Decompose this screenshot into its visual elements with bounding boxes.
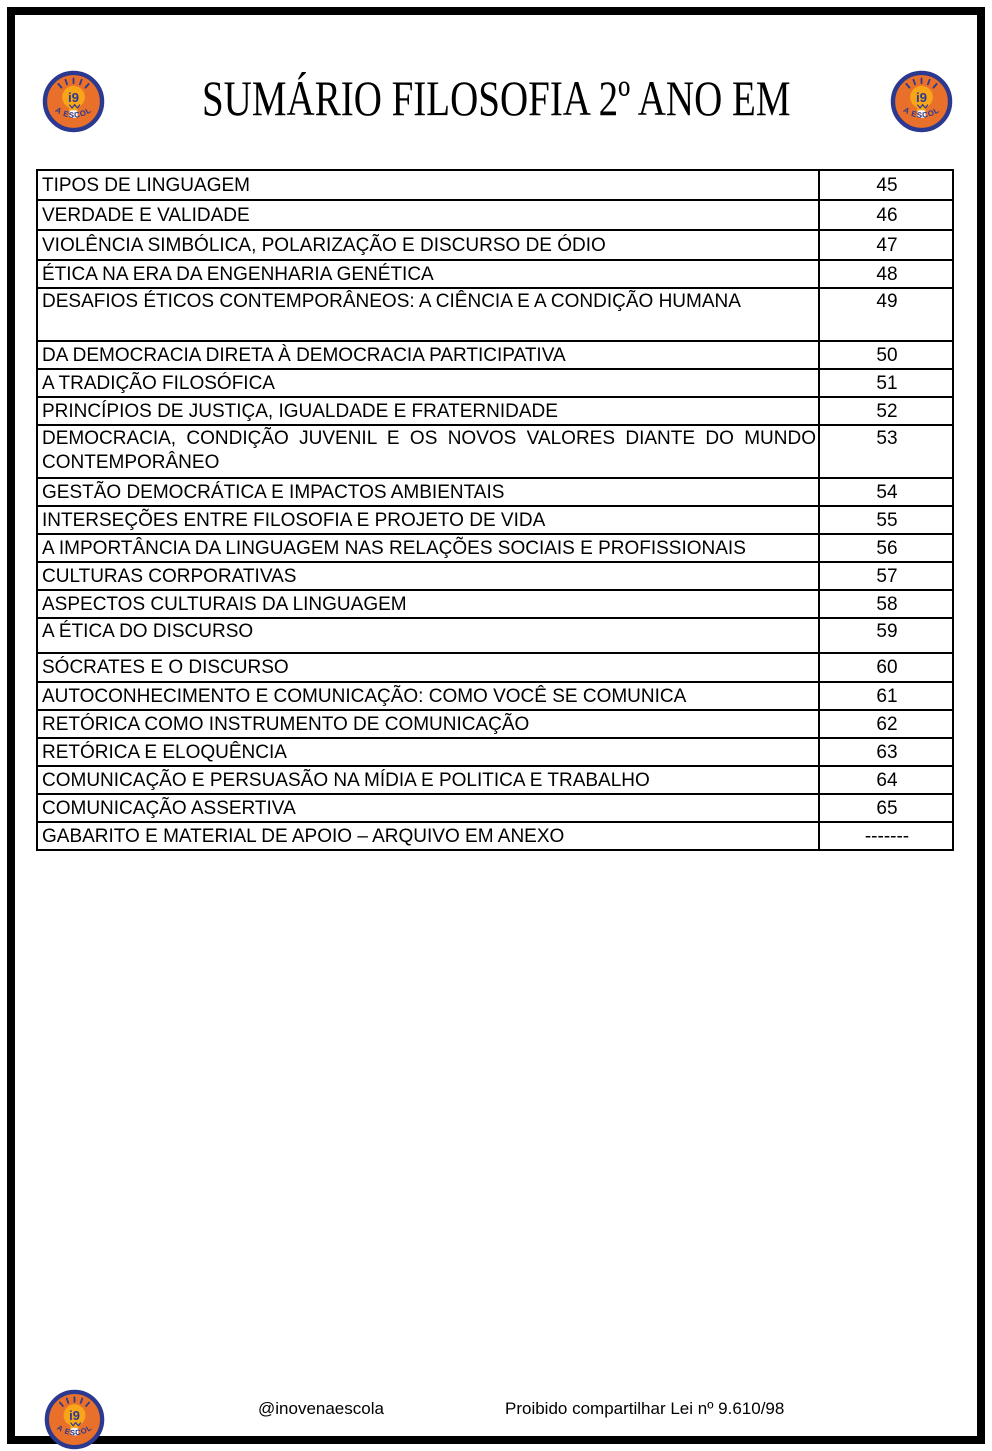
i9-lightbulb-logo-icon	[44, 1389, 105, 1450]
toc-table-row: INTERSEÇÕES ENTRE FILOSOFIA E PROJETO DE…	[36, 505, 954, 535]
page-number-cell: 58	[818, 589, 954, 619]
topic-cell: DA DEMOCRACIA DIRETA À DEMOCRACIA PARTIC…	[36, 340, 820, 370]
toc-table-row: CULTURAS CORPORATIVAS 57	[36, 561, 954, 591]
toc-table-row: RETÓRICA COMO INSTRUMENTO DE COMUNICAÇÃO…	[36, 709, 954, 739]
page-number-cell: 51	[818, 368, 954, 398]
topic-cell: A TRADIÇÃO FILOSÓFICA	[36, 368, 820, 398]
page-number-cell: 50	[818, 340, 954, 370]
topic-cell: COMUNICAÇÃO E PERSUASÃO NA MÍDIA E POLIT…	[36, 765, 820, 795]
page-number-cell: 63	[818, 737, 954, 767]
toc-table-row: ÉTICA NA ERA DA ENGENHARIA GENÉTICA 48	[36, 259, 954, 289]
toc-table: TIPOS DE LINGUAGEM 45 VERDADE E VALIDADE…	[36, 169, 954, 851]
i9-lightbulb-logo-icon	[42, 70, 105, 133]
page-number-cell: 65	[818, 793, 954, 823]
topic-cell: DESAFIOS ÉTICOS CONTEMPORÂNEOS: A CIÊNCI…	[36, 287, 820, 342]
toc-table-row: SÓCRATES E O DISCURSO 60	[36, 652, 954, 683]
page-number-cell: 57	[818, 561, 954, 591]
page-number-cell: 47	[818, 229, 954, 261]
topic-cell: PRINCÍPIOS DE JUSTIÇA, IGUALDADE E FRATE…	[36, 396, 820, 426]
topic-cell: DEMOCRACIA, CONDIÇÃO JUVENIL E OS NOVOS …	[36, 424, 820, 479]
topic-cell: A IMPORTÂNCIA DA LINGUAGEM NAS RELAÇÕES …	[36, 533, 820, 563]
toc-table-row: VIOLÊNCIA SIMBÓLICA, POLARIZAÇÃO E DISCU…	[36, 229, 954, 261]
topic-cell: COMUNICAÇÃO ASSERTIVA	[36, 793, 820, 823]
topic-cell: GABARITO E MATERIAL DE APOIO – ARQUIVO E…	[36, 821, 820, 851]
toc-table-row: ASPECTOS CULTURAIS DA LINGUAGEM 58	[36, 589, 954, 619]
topic-cell: CULTURAS CORPORATIVAS	[36, 561, 820, 591]
toc-table-body: TIPOS DE LINGUAGEM 45 VERDADE E VALIDADE…	[36, 169, 954, 851]
social-handle: @inovenaescola	[258, 1399, 384, 1418]
toc-table-row: DEMOCRACIA, CONDIÇÃO JUVENIL E OS NOVOS …	[36, 424, 954, 479]
page-title: SUMÁRIO FILOSOFIA 2º ANO EM	[100, 72, 892, 125]
toc-table-row: AUTOCONHECIMENTO E COMUNICAÇÃO: COMO VOC…	[36, 681, 954, 711]
page-title-text: SUMÁRIO FILOSOFIA 2º ANO EM	[201, 70, 791, 126]
topic-cell: VERDADE E VALIDADE	[36, 199, 820, 231]
toc-table-row: PRINCÍPIOS DE JUSTIÇA, IGUALDADE E FRATE…	[36, 396, 954, 426]
i9-lightbulb-logo-icon	[890, 70, 953, 133]
toc-table-row: DESAFIOS ÉTICOS CONTEMPORÂNEOS: A CIÊNCI…	[36, 287, 954, 342]
page-number-cell: 46	[818, 199, 954, 231]
topic-cell: A ÉTICA DO DISCURSO	[36, 617, 820, 654]
toc-table-row: A TRADIÇÃO FILOSÓFICA 51	[36, 368, 954, 398]
i9-escola-logo-left	[42, 70, 105, 133]
page-number-cell: 64	[818, 765, 954, 795]
page-number-cell: 60	[818, 652, 954, 683]
page-number-cell: 45	[818, 169, 954, 201]
toc-table-row: COMUNICAÇÃO ASSERTIVA 65	[36, 793, 954, 823]
toc-table-row: GESTÃO DEMOCRÁTICA E IMPACTOS AMBIENTAIS…	[36, 477, 954, 507]
topic-cell: ÉTICA NA ERA DA ENGENHARIA GENÉTICA	[36, 259, 820, 289]
topic-cell: AUTOCONHECIMENTO E COMUNICAÇÃO: COMO VOC…	[36, 681, 820, 711]
topic-cell: RETÓRICA COMO INSTRUMENTO DE COMUNICAÇÃO	[36, 709, 820, 739]
page-number-cell: 49	[818, 287, 954, 342]
toc-table-row: DA DEMOCRACIA DIRETA À DEMOCRACIA PARTIC…	[36, 340, 954, 370]
page-number-cell: -------	[818, 821, 954, 851]
topic-cell: RETÓRICA E ELOQUÊNCIA	[36, 737, 820, 767]
page-number-cell: 62	[818, 709, 954, 739]
page-number-cell: 48	[818, 259, 954, 289]
toc-table-row: A ÉTICA DO DISCURSO 59	[36, 617, 954, 654]
page-border-frame	[7, 7, 985, 1444]
topic-cell: VIOLÊNCIA SIMBÓLICA, POLARIZAÇÃO E DISCU…	[36, 229, 820, 261]
i9-escola-logo-right	[890, 70, 953, 133]
topic-cell: SÓCRATES E O DISCURSO	[36, 652, 820, 683]
toc-table-row: A IMPORTÂNCIA DA LINGUAGEM NAS RELAÇÕES …	[36, 533, 954, 563]
toc-table-row: RETÓRICA E ELOQUÊNCIA 63	[36, 737, 954, 767]
page-number-cell: 53	[818, 424, 954, 479]
page-number-cell: 56	[818, 533, 954, 563]
topic-cell: GESTÃO DEMOCRÁTICA E IMPACTOS AMBIENTAIS	[36, 477, 820, 507]
toc-table-row: COMUNICAÇÃO E PERSUASÃO NA MÍDIA E POLIT…	[36, 765, 954, 795]
i9-escola-logo-footer	[44, 1389, 105, 1450]
topic-cell: ASPECTOS CULTURAIS DA LINGUAGEM	[36, 589, 820, 619]
toc-table-row: TIPOS DE LINGUAGEM 45	[36, 169, 954, 201]
copyright-notice: Proibido compartilhar Lei nº 9.610/98	[505, 1399, 785, 1418]
topic-cell: TIPOS DE LINGUAGEM	[36, 169, 820, 201]
page-number-cell: 55	[818, 505, 954, 535]
topic-cell: INTERSEÇÕES ENTRE FILOSOFIA E PROJETO DE…	[36, 505, 820, 535]
page-number-cell: 52	[818, 396, 954, 426]
page-number-cell: 59	[818, 617, 954, 654]
page-number-cell: 54	[818, 477, 954, 507]
toc-table-row: GABARITO E MATERIAL DE APOIO – ARQUIVO E…	[36, 821, 954, 851]
page-number-cell: 61	[818, 681, 954, 711]
toc-table-row: VERDADE E VALIDADE 46	[36, 199, 954, 231]
